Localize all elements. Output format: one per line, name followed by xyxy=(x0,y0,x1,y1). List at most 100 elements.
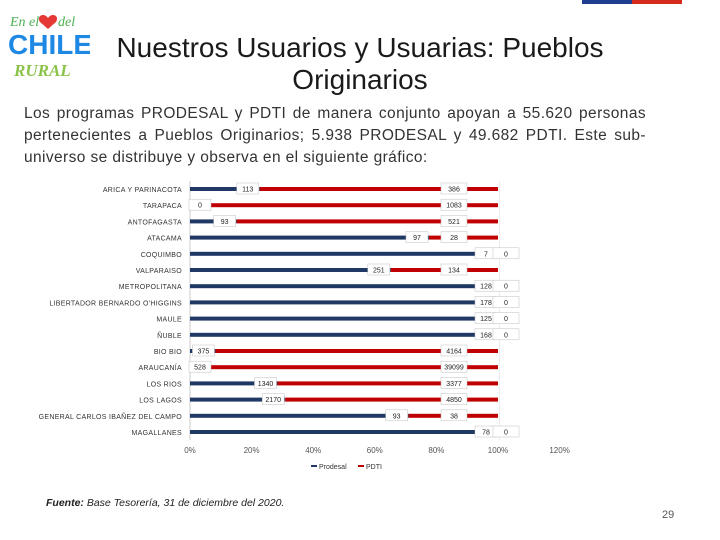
data-label-pdti: 39099 xyxy=(444,365,464,372)
data-label-pdti: 386 xyxy=(448,187,460,194)
data-label-box-pdti xyxy=(440,377,468,389)
bar-pdti xyxy=(285,397,498,402)
x-tick-label: 80% xyxy=(428,446,444,455)
data-label-pdti: 4164 xyxy=(446,349,462,356)
category-label: MAULE xyxy=(156,317,182,324)
data-label-pdti: 134 xyxy=(448,268,460,275)
data-label-prodesal: 0 xyxy=(198,203,202,210)
page-title: Nuestros Usuarios y Usuarias: Pueblos Or… xyxy=(116,32,604,95)
bar-pdti xyxy=(215,349,498,353)
data-label-prodesal: 7 xyxy=(484,251,488,258)
source-note: Fuente: Base Tesorería, 31 de diciembre … xyxy=(46,497,285,509)
data-label-box-prodesal xyxy=(213,215,236,227)
x-tick-label: 100% xyxy=(488,446,508,455)
bar-prodesal xyxy=(190,235,430,240)
legend-label-pdti: PDTI xyxy=(366,464,382,471)
data-label-box-prodesal xyxy=(385,409,408,422)
data-label-box-pdti xyxy=(440,198,468,211)
data-label-box-pdti xyxy=(440,231,468,243)
data-label-pdti: 0 xyxy=(504,300,508,307)
data-label-pdti: 0 xyxy=(504,332,508,339)
bar-prodesal xyxy=(190,187,260,191)
data-label-prodesal: 178 xyxy=(480,300,492,307)
data-label-box-pdti xyxy=(440,360,468,373)
data-label-prodesal: 528 xyxy=(194,365,206,372)
category-label: TARAPACA xyxy=(143,203,182,210)
bar-prodesal xyxy=(190,268,391,272)
data-label-box-pdti xyxy=(440,409,468,422)
data-label-box-pdti xyxy=(492,279,520,292)
x-tick-label: 40% xyxy=(305,446,321,455)
bar-prodesal xyxy=(190,316,498,321)
category-label: MAGALLANES xyxy=(132,430,182,437)
data-label-box-pdti xyxy=(492,247,520,260)
category-label: VALPARAISO xyxy=(136,268,183,275)
category-label: ÑUBLE xyxy=(157,331,182,340)
data-label-box-prodesal xyxy=(261,393,285,405)
data-label-pdti: 28 xyxy=(450,235,458,242)
bar-pdti xyxy=(259,187,498,191)
legend-swatch-pdti xyxy=(358,465,364,467)
data-label-prodesal: 125 xyxy=(480,316,492,323)
intro-paragraph: Los programas PRODESAL y PDTI de manera … xyxy=(24,105,646,166)
data-label-box-pdti xyxy=(440,263,468,276)
data-label-pdti: 0 xyxy=(504,430,508,437)
data-label-pdti: 0 xyxy=(504,251,508,258)
category-label: LIBERTADOR BERNARDO O'HIGGINS xyxy=(49,300,182,307)
data-label-box-prodesal xyxy=(367,263,391,276)
svg-text:CHILE: CHILE xyxy=(8,29,90,60)
data-label-box-pdti xyxy=(440,215,468,227)
bar-prodesal xyxy=(190,251,498,256)
legend-swatch-prodesal xyxy=(311,465,317,467)
category-label: GENERAL CARLOS IBAÑEZ DEL CAMPO xyxy=(39,412,183,421)
category-label: ARAUCANÍA xyxy=(138,363,182,372)
heart-icon xyxy=(38,15,58,29)
bar-pdti xyxy=(194,365,498,370)
bar-prodesal xyxy=(190,219,237,224)
data-label-box-pdti xyxy=(492,296,520,308)
svg-text:En el: En el xyxy=(9,15,39,30)
data-label-box-pdti xyxy=(440,182,468,195)
data-label-pdti: 0 xyxy=(504,316,508,323)
x-tick-label: 0% xyxy=(184,446,196,455)
data-label-prodesal: 93 xyxy=(393,413,401,420)
bar-pdti xyxy=(236,219,498,224)
category-label: METROPOLITANA xyxy=(119,284,182,291)
data-label-pdti: 4850 xyxy=(446,397,462,404)
data-label-prodesal: 78 xyxy=(482,430,490,437)
category-label: LOS RIOS xyxy=(147,381,182,388)
bar-prodesal xyxy=(190,413,409,418)
chile-rural-logo: En el del CHILE RURAL xyxy=(8,15,90,80)
data-label-box-prodesal xyxy=(405,231,429,243)
x-tick-label: 120% xyxy=(549,446,569,455)
data-label-box-prodesal xyxy=(188,198,212,211)
bar-pdti xyxy=(277,381,498,386)
legend-label-prodesal: Prodesal xyxy=(319,464,347,471)
data-label-prodesal: 2170 xyxy=(265,397,281,404)
category-label: BIO BIO xyxy=(154,349,182,356)
data-label-box-pdti xyxy=(440,344,468,357)
bar-prodesal xyxy=(190,381,278,386)
data-label-prodesal: 1340 xyxy=(258,381,274,388)
data-label-pdti: 521 xyxy=(448,219,460,226)
data-label-prodesal: 251 xyxy=(373,268,385,275)
bar-prodesal xyxy=(190,332,498,337)
category-label: ATACAMA xyxy=(147,236,182,243)
data-label-prodesal: 113 xyxy=(242,187,253,194)
bar-prodesal xyxy=(190,430,498,434)
data-label-box-prodesal xyxy=(192,344,215,357)
data-label-box-prodesal xyxy=(188,360,212,373)
category-label: ANTOFAGASTA xyxy=(128,219,182,226)
data-label-pdti: 3377 xyxy=(446,381,462,388)
bar-prodesal xyxy=(190,300,498,305)
bar-pdti xyxy=(190,203,498,208)
data-label-pdti: 0 xyxy=(504,284,508,291)
data-label-pdti: 1083 xyxy=(446,203,462,210)
page-number: 29 xyxy=(662,509,675,521)
data-label-box-prodesal xyxy=(236,182,259,195)
svg-text:RURAL: RURAL xyxy=(13,61,71,80)
data-label-box-pdti xyxy=(492,312,520,324)
data-label-box-pdti xyxy=(492,328,520,341)
data-label-prodesal: 97 xyxy=(413,235,421,242)
